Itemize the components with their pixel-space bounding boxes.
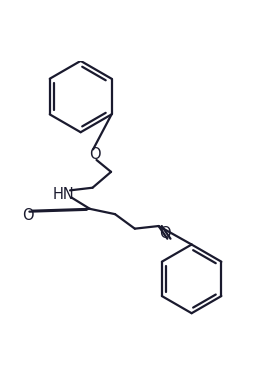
Text: O: O [89, 147, 101, 162]
Text: HN: HN [53, 187, 74, 202]
Text: O: O [22, 208, 34, 223]
Text: O: O [159, 227, 171, 242]
